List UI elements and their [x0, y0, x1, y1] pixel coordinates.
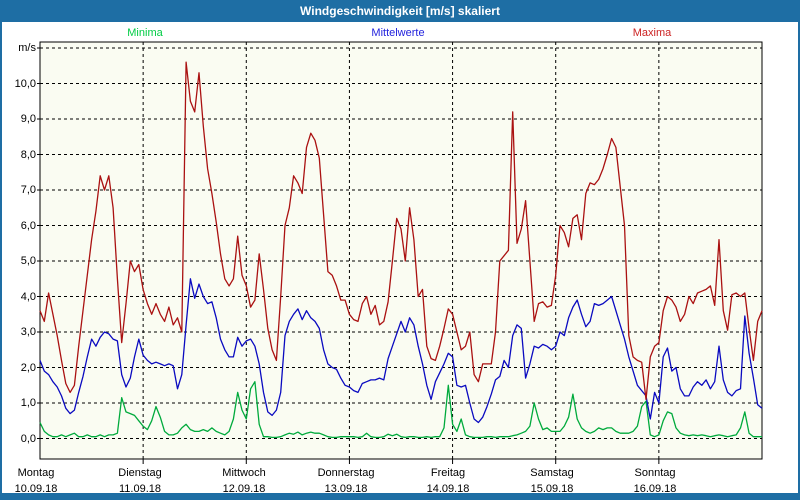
y-tick-label: 10,0	[14, 77, 36, 90]
y-axis-unit-label: m/s	[18, 42, 36, 54]
day-label: Dienstag	[118, 467, 162, 479]
legend-minima: Minima	[127, 27, 163, 39]
y-tick-label: 8,0	[20, 148, 36, 161]
day-label: Freitag	[430, 467, 466, 479]
y-tick-label: 0,0	[20, 432, 36, 445]
day-label: Sonntag	[634, 467, 676, 479]
frame-right	[798, 22, 800, 500]
legend-mittelwerte: Mittelwerte	[371, 27, 425, 39]
legend-maxima: Maxima	[632, 27, 672, 39]
frame-left	[0, 22, 2, 500]
title-bar: Windgeschwindigkeit [m/s] skaliert	[0, 0, 800, 22]
window-title: Windgeschwindigkeit [m/s] skaliert	[300, 4, 500, 18]
y-tick-label: 4,0	[20, 290, 36, 303]
day-label: Donnerstag	[317, 467, 375, 479]
y-tick-label: 6,0	[20, 219, 36, 232]
date-label: 15.09.18	[530, 483, 574, 495]
date-label: 13.09.18	[324, 483, 368, 495]
frame-bottom	[0, 493, 800, 500]
date-label: 16.09.18	[633, 483, 677, 495]
day-label: Mittwoch	[222, 467, 266, 479]
y-tick-label: 7,0	[20, 184, 36, 196]
y-tick-label: 9,0	[20, 113, 36, 125]
date-label: 12.09.18	[222, 483, 266, 495]
day-label: Montag	[17, 467, 55, 479]
date-label: 11.09.18	[118, 483, 162, 495]
y-tick-label: 2,0	[20, 361, 36, 374]
date-label: 14.09.18	[426, 483, 470, 495]
day-label: Samstag	[530, 467, 574, 479]
y-tick-label: 5,0	[20, 255, 36, 267]
y-tick-label: 3,0	[20, 326, 36, 338]
date-label: 10.09.18	[14, 483, 58, 495]
y-tick-label: 1,0	[20, 397, 36, 409]
